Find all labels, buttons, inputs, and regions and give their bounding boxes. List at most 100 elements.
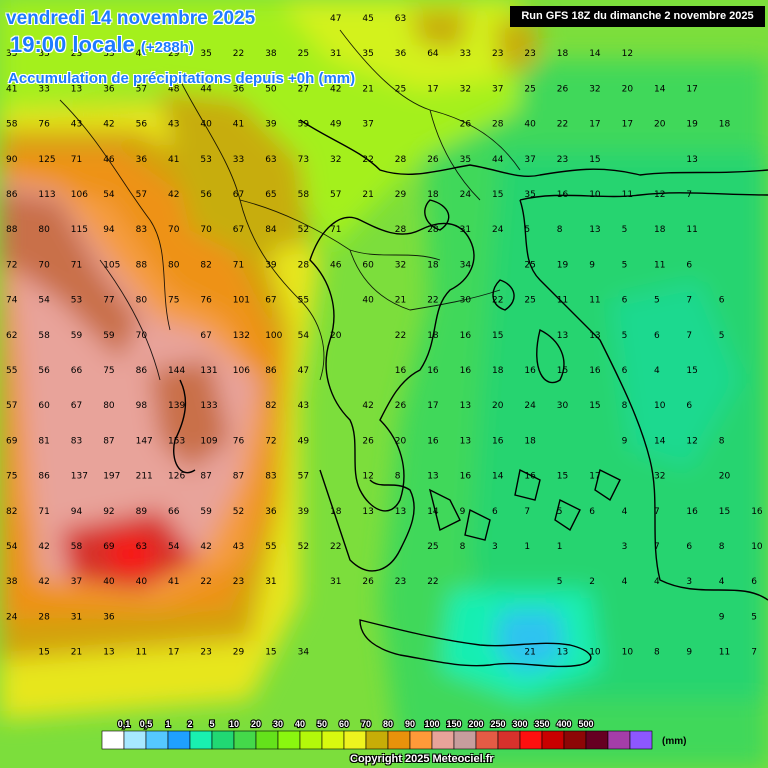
grid-value: 42 [330, 84, 341, 94]
grid-value: 34 [460, 260, 472, 270]
grid-value: 36 [233, 84, 245, 94]
grid-value: 1 [557, 542, 563, 552]
grid-value: 86 [6, 190, 18, 200]
grid-value: 22 [492, 296, 503, 306]
grid-value: 59 [200, 507, 212, 517]
grid-value: 36 [136, 155, 148, 165]
grid-value: 5 [557, 577, 563, 587]
grid-value: 76 [233, 436, 245, 446]
grid-value: 71 [233, 260, 244, 270]
run-info: Run GFS 18Z du dimanche 2 novembre 2025 [510, 6, 765, 27]
grid-value: 27 [298, 84, 309, 94]
grid-value: 58 [298, 190, 310, 200]
grid-value: 6 [654, 331, 660, 341]
grid-value: 8 [557, 225, 563, 235]
grid-value: 39 [265, 260, 277, 270]
grid-value: 28 [38, 612, 50, 622]
grid-value: 15 [589, 401, 600, 411]
grid-value: 17 [168, 648, 179, 658]
grid-value: 22 [200, 577, 211, 587]
grid-value: 5 [557, 507, 563, 517]
grid-value: 42 [200, 542, 211, 552]
grid-value: 32 [330, 155, 341, 165]
grid-value: 47 [298, 366, 309, 376]
grid-value: 28 [492, 120, 504, 130]
grid-value: 10 [589, 648, 601, 658]
grid-value: 32 [395, 260, 406, 270]
product-title: Accumulation de précipitations depuis +0… [8, 70, 356, 87]
grid-value: 25 [298, 49, 309, 59]
grid-value: 42 [103, 120, 114, 130]
grid-value: 49 [298, 436, 310, 446]
grid-value: 6 [686, 260, 692, 270]
grid-value: 16 [460, 472, 472, 482]
grid-value: 40 [103, 577, 115, 587]
grid-value: 1 [524, 542, 530, 552]
grid-value: 10 [751, 542, 763, 552]
grid-value: 10 [654, 401, 666, 411]
grid-value: 18 [492, 366, 504, 376]
grid-value: 87 [233, 472, 244, 482]
grid-value: 67 [200, 331, 211, 341]
grid-value: 31 [71, 612, 82, 622]
grid-value: 9 [622, 436, 628, 446]
grid-value: 16 [686, 507, 698, 517]
grid-value: 35 [460, 155, 471, 165]
grid-value: 26 [460, 120, 472, 130]
grid-value: 55 [6, 366, 17, 376]
grid-value: 63 [395, 14, 406, 24]
grid-value: 15 [265, 648, 276, 658]
grid-value: 58 [71, 542, 83, 552]
grid-value: 71 [38, 507, 49, 517]
grid-value: 86 [265, 366, 277, 376]
grid-value: 11 [719, 648, 730, 658]
grid-value: 21 [71, 648, 82, 658]
grid-value: 101 [233, 296, 250, 306]
grid-value: 73 [298, 155, 309, 165]
grid-value: 20 [719, 472, 731, 482]
grid-value: 24 [6, 612, 18, 622]
grid-value: 3 [622, 542, 628, 552]
borders [59, 29, 521, 381]
grid-value: 88 [136, 260, 148, 270]
grid-value: 88 [6, 225, 18, 235]
grid-value: 17 [589, 120, 600, 130]
grid-value: 7 [686, 331, 692, 341]
grid-value: 72 [265, 436, 276, 446]
grid-value: 87 [200, 472, 211, 482]
grid-value: 35 [524, 190, 535, 200]
grid-value: 7 [654, 507, 660, 517]
grid-value: 35 [38, 49, 49, 59]
grid-value: 9 [719, 612, 725, 622]
grid-value: 11 [136, 648, 147, 658]
grid-value: 9 [460, 507, 466, 517]
grid-value: 6 [686, 542, 692, 552]
grid-value: 11 [654, 260, 665, 270]
grid-value: 13 [427, 472, 438, 482]
grid-value: 12 [654, 190, 665, 200]
grid-value: 131 [200, 366, 217, 376]
grid-value: 25 [395, 84, 406, 94]
grid-value: 4 [654, 366, 660, 376]
grid-value: 57 [6, 401, 17, 411]
grid-value: 4 [622, 507, 628, 517]
grid-value: 37 [362, 120, 373, 130]
grid-value: 80 [168, 260, 180, 270]
grid-value: 6 [719, 296, 725, 306]
grid-value: 71 [71, 155, 82, 165]
grid-value: 24 [492, 225, 504, 235]
grid-value: 11 [557, 296, 568, 306]
grid-value: 9 [589, 260, 595, 270]
grid-value: 8 [719, 542, 725, 552]
grid-value: 54 [168, 542, 180, 552]
grid-value: 16 [524, 366, 536, 376]
grid-value: 22 [233, 49, 244, 59]
grid-value: 13 [557, 331, 568, 341]
grid-value: 26 [395, 401, 407, 411]
grid-value: 37 [71, 577, 82, 587]
grid-value: 14 [589, 49, 601, 59]
grid-value: 60 [38, 401, 50, 411]
grid-value: 64 [427, 49, 439, 59]
grid-value: 33 [38, 84, 49, 94]
grid-value: 6 [492, 507, 498, 517]
